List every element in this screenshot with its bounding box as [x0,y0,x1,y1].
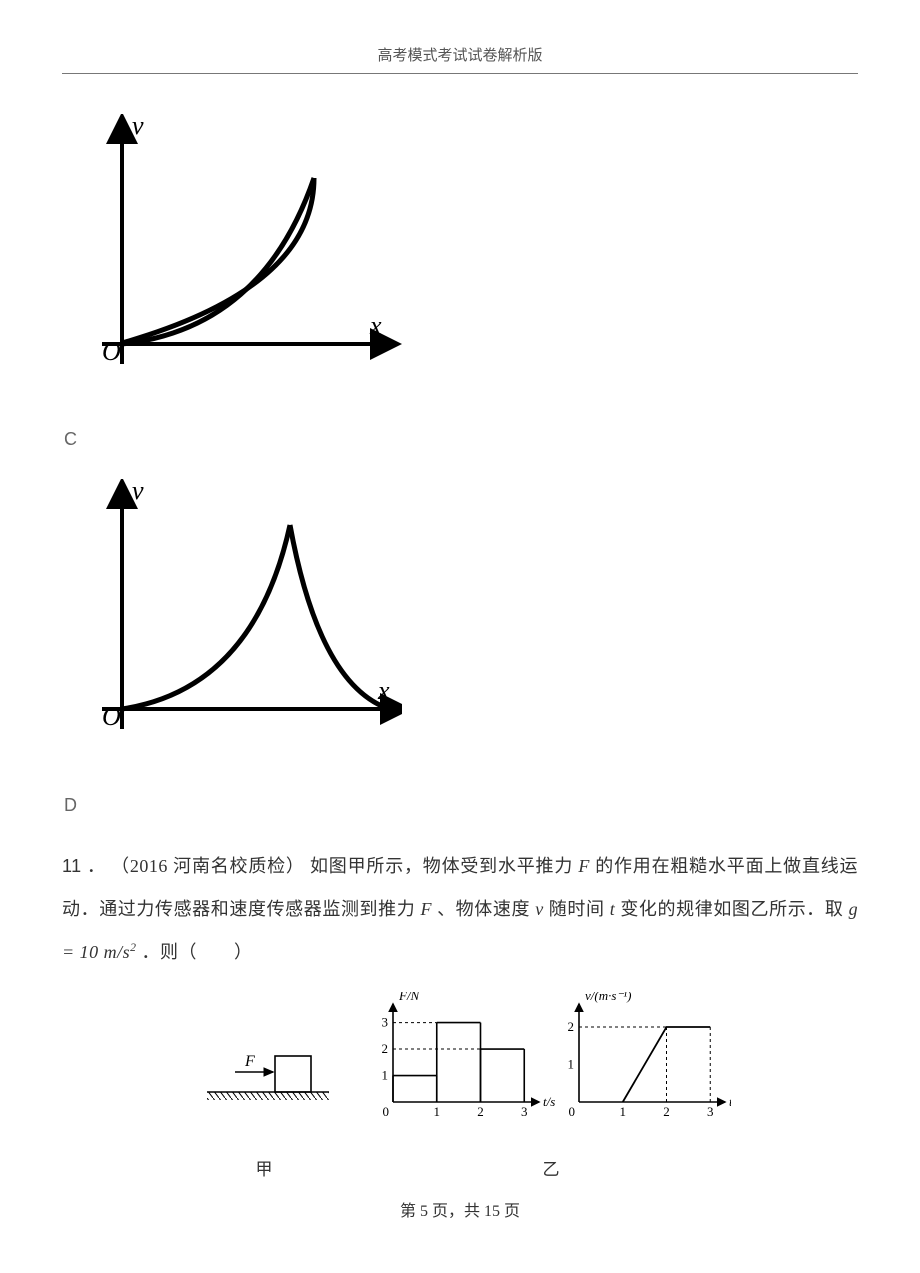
q-t1: 如图甲所示，物体受到水平推力 [310,856,573,876]
svg-text:0: 0 [569,1104,576,1119]
svg-text:F/N: F/N [398,992,421,1003]
symbol-eq: = 10 m/s2 [62,942,137,962]
q-t3: 、物体速度 [437,899,530,919]
figure-yi: F/N t/s 0 1 2 3 1 2 3 v/(m·s⁻¹) t/s 0 1 2 3 1 2 乙 [371,992,731,1190]
page: 高考模式考试试卷解析版 O v x [0,0,920,1273]
svg-text:1: 1 [382,1068,389,1083]
vx-graph-c: O v x [62,114,402,394]
figure-row: F 甲 F/N t/s 0 1 2 3 1 2 3 v/(m·s⁻¹) t/s 0 1 2 3 1 2 乙 [62,992,858,1190]
y-axis-label: v [132,479,144,505]
svg-text:2: 2 [477,1104,484,1119]
q-source: （2016 河南名校质检） [111,856,305,876]
svg-text:0: 0 [383,1104,390,1119]
svg-text:3: 3 [382,1015,389,1030]
q-t4: 随时间 [549,899,605,919]
option-c-label: C [64,418,858,461]
force-label: F [244,1053,255,1070]
x-axis-label: x [377,676,390,705]
q-t6: ．则（ ） [142,942,253,962]
svg-text:1: 1 [434,1104,441,1119]
footer-suffix: 页 [500,1203,520,1220]
x-axis-label: x [369,311,382,340]
content: O v x C O v x D [0,74,920,1190]
option-c-diagram: O v x [62,114,858,410]
symbol-F2: F [420,899,432,919]
option-d-label: D [64,784,858,827]
question-11: 11 ． （2016 河南名校质检） 如图甲所示，物体受到水平推力 F 的作用在… [62,845,858,975]
figure-jia-caption: 甲 [189,1150,339,1191]
figure-jia: F 甲 [189,1042,339,1190]
page-footer: 第 5 页，共 15 页 [0,1197,920,1221]
symbol-v: v [535,899,544,919]
svg-text:3: 3 [521,1104,528,1119]
figure-jia-svg: F [189,1042,339,1127]
svg-text:v/(m·s⁻¹): v/(m·s⁻¹) [585,992,632,1003]
footer-prefix: 第 [400,1203,420,1220]
symbol-F: F [578,856,590,876]
symbol-t: t [610,899,616,919]
svg-text:1: 1 [620,1104,627,1119]
question-number: 11 [62,856,82,876]
svg-text:2: 2 [568,1019,575,1034]
figure-yi-caption: 乙 [371,1150,731,1191]
svg-text:2: 2 [382,1041,389,1056]
svg-text:1: 1 [568,1057,575,1072]
origin-label: O [102,337,121,366]
header-title: 高考模式考试试卷解析版 [377,48,542,64]
footer-mid: 页，共 [428,1203,484,1220]
svg-text:2: 2 [663,1104,670,1119]
q-t5: 变化的规律如图乙所示．取 [620,899,843,919]
footer-page: 5 [420,1203,428,1220]
q-dot: ． [87,856,106,876]
symbol-g: g [849,899,859,919]
vx-graph-d: O v x [62,479,402,759]
footer-total: 15 [484,1203,500,1220]
svg-text:t/s: t/s [543,1094,555,1109]
option-d-diagram: O v x [62,479,858,775]
figure-yi-svg: F/N t/s 0 1 2 3 1 2 3 v/(m·s⁻¹) t/s 0 1 2 3 1 2 [371,992,731,1127]
svg-text:t/s: t/s [729,1094,731,1109]
origin-label: O [102,702,121,731]
page-header: 高考模式考试试卷解析版 [0,0,920,65]
y-axis-label: v [132,114,144,140]
svg-text:3: 3 [707,1104,714,1119]
